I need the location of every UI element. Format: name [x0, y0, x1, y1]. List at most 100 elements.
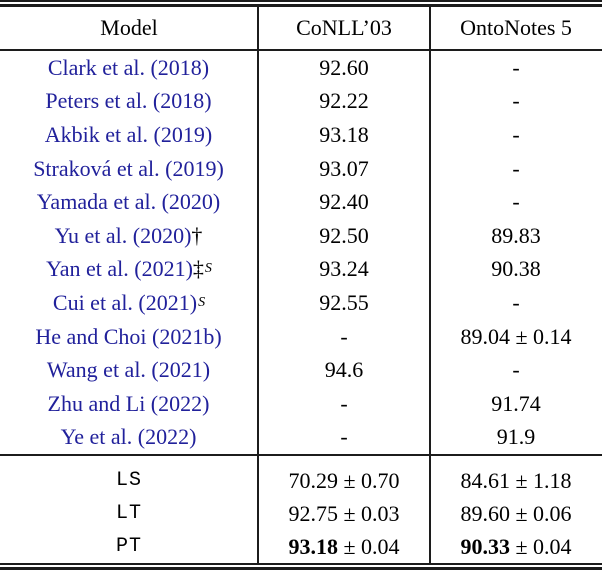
vertical-rule-model-conll: [257, 7, 259, 564]
method-label-lt: LT: [115, 502, 142, 526]
conll03-value: 92.75 ± 0.03: [258, 497, 430, 530]
dagger-marker: †: [191, 222, 203, 248]
conll03-value: 93.24: [319, 256, 369, 282]
conll03-value: 92.60: [319, 54, 369, 80]
model-cell: Ye et al. (2022): [0, 421, 258, 455]
model-cell: Cui et al. (2021) S: [0, 286, 258, 320]
header-separator-rule: [0, 49, 602, 51]
model-cell: Yu et al. (2020) †: [0, 219, 258, 253]
citation-link[interactable]: Yu et al. (2020): [54, 222, 192, 248]
table-row: Straková et al. (2019) 93.07 -: [0, 152, 602, 186]
conll03-value: 93.18: [319, 121, 369, 147]
column-header-conll03: CoNLL’03: [296, 15, 392, 40]
citation-link[interactable]: Zhu and Li (2022): [47, 390, 210, 416]
conll03-value: 70.29 ± 0.70: [258, 464, 430, 497]
score-stddev: ± 0.04: [509, 533, 572, 559]
model-cell: Akbik et al. (2019): [0, 118, 258, 152]
citation-link[interactable]: Cui et al. (2021): [52, 289, 198, 315]
top-rule: [0, 0, 602, 7]
score-value: 70.29: [288, 467, 338, 493]
model-cell: Clark et al. (2018): [0, 51, 258, 85]
double-dagger-marker: ‡: [192, 256, 204, 282]
model-cell: Wang et al. (2021): [0, 353, 258, 387]
method-label-ls: LS: [115, 469, 142, 493]
model-cell: Yamada et al. (2020): [0, 185, 258, 219]
model-cell: Zhu and Li (2022): [0, 387, 258, 421]
conll03-value: 92.40: [319, 189, 369, 215]
ontonotes-value: 90.33 ± 0.04: [430, 530, 602, 563]
score-stddev: ± 0.06: [509, 500, 572, 526]
table-row: Wang et al. (2021) 94.6 -: [0, 353, 602, 387]
table-body: Clark et al. (2018) 92.60 - Peters et al…: [0, 51, 602, 454]
table-header-row: Model CoNLL’03 OntoNotes 5: [0, 7, 602, 49]
table-row: LT 92.75 ± 0.03 89.60 ± 0.06: [0, 497, 602, 530]
column-header-model: Model: [100, 15, 158, 40]
table-row: Yamada et al. (2020) 92.40 -: [0, 185, 602, 219]
method-label-pt: PT: [115, 535, 142, 559]
ontonotes-value: 89.04 ± 0.14: [460, 323, 572, 349]
model-cell: Peters et al. (2018): [0, 85, 258, 119]
citation-link[interactable]: Straková et al. (2019): [33, 155, 224, 181]
ontonotes-value: -: [512, 121, 520, 147]
conll03-value: 94.6: [324, 357, 364, 383]
conll03-value: -: [340, 390, 348, 416]
conll03-value: 92.55: [319, 289, 369, 315]
score-stddev: ± 0.04: [337, 533, 400, 559]
score-value: 89.60: [460, 500, 510, 526]
score-stddev: ± 0.70: [337, 467, 400, 493]
table-row: PT 93.18 ± 0.04 90.33 ± 0.04: [0, 530, 602, 563]
table-row: Peters et al. (2018) 92.22 -: [0, 85, 602, 119]
citation-link[interactable]: Ye et al. (2022): [60, 424, 197, 450]
citation-link[interactable]: Yan et al. (2021): [46, 256, 193, 282]
score-stddev: ± 1.18: [509, 467, 572, 493]
model-cell: Yan et al. (2021) ‡ S: [0, 253, 258, 287]
ontonotes-value: -: [512, 88, 520, 114]
citation-link[interactable]: Wang et al. (2021): [46, 357, 211, 383]
score-value: 92.75: [288, 500, 338, 526]
table-row: Zhu and Li (2022) - 91.74: [0, 387, 602, 421]
ontonotes-value: -: [512, 155, 520, 181]
bottom-rule: [0, 563, 602, 571]
citation-link[interactable]: Yamada et al. (2020): [36, 189, 221, 215]
ontonotes-value: -: [512, 357, 520, 383]
score-value: 84.61: [460, 467, 510, 493]
conll03-value: 92.22: [319, 88, 369, 114]
model-cell: He and Choi (2021b): [0, 320, 258, 354]
ontonotes-value: 89.83: [491, 222, 541, 248]
conll03-value: 93.07: [319, 155, 369, 181]
citation-link[interactable]: Peters et al. (2018): [45, 88, 212, 114]
superscript-s: S: [198, 294, 206, 310]
conll03-value: 93.18 ± 0.04: [258, 530, 430, 563]
ontonotes-value: -: [512, 54, 520, 80]
table-row: Akbik et al. (2019) 93.18 -: [0, 118, 602, 152]
table-row: LS 70.29 ± 0.70 84.61 ± 1.18: [0, 464, 602, 497]
ontonotes-value: 91.9: [496, 424, 536, 450]
citation-link[interactable]: He and Choi (2021b): [35, 323, 222, 349]
ontonotes-value: -: [512, 289, 520, 315]
mid-rule: [0, 454, 602, 457]
table-row: Yu et al. (2020) † 92.50 89.83: [0, 219, 602, 253]
column-header-ontonotes5: OntoNotes 5: [460, 15, 572, 40]
vertical-rule-conll-ontonotes: [429, 7, 431, 564]
model-cell: Straková et al. (2019): [0, 152, 258, 186]
ontonotes-value: 91.74: [491, 390, 541, 416]
table-row: Cui et al. (2021) S 92.55 -: [0, 286, 602, 320]
table-footer: LS 70.29 ± 0.70 84.61 ± 1.18 LT 92.75 ± …: [0, 456, 602, 563]
table-row: Ye et al. (2022) - 91.9: [0, 421, 602, 455]
conll03-value: -: [340, 424, 348, 450]
citation-link[interactable]: Akbik et al. (2019): [44, 121, 213, 147]
table-row: Yan et al. (2021) ‡ S 93.24 90.38: [0, 253, 602, 287]
conll03-value: 92.50: [319, 222, 369, 248]
ontonotes-value: -: [512, 189, 520, 215]
citation-link[interactable]: Clark et al. (2018): [47, 54, 210, 80]
ontonotes-value: 90.38: [491, 256, 541, 282]
conll03-value: -: [340, 323, 348, 349]
score-value-bold: 93.18: [288, 533, 338, 559]
score-stddev: ± 0.03: [337, 500, 400, 526]
ontonotes-value: 89.60 ± 0.06: [430, 497, 602, 530]
ontonotes-value: 84.61 ± 1.18: [430, 464, 602, 497]
table-row: He and Choi (2021b) - 89.04 ± 0.14: [0, 320, 602, 354]
superscript-s: S: [204, 261, 212, 277]
score-value-bold: 90.33: [460, 533, 510, 559]
